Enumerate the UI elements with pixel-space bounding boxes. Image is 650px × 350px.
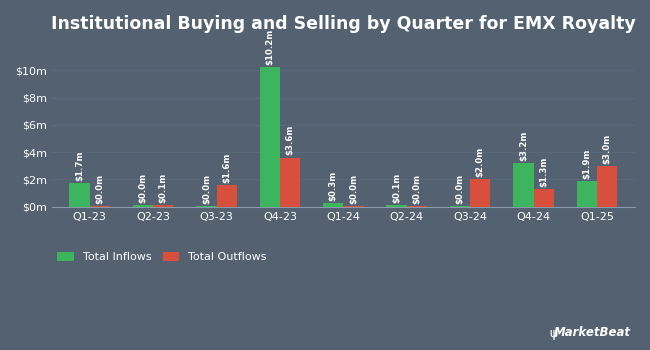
Text: ψ: ψ [549,327,558,340]
Bar [323,203,343,206]
Text: $2.0m: $2.0m [476,147,485,177]
Bar [577,181,597,206]
Text: $0.3m: $0.3m [329,170,338,201]
Text: $1.9m: $1.9m [582,148,592,179]
Text: $0.0m: $0.0m [412,174,421,204]
Bar [216,185,237,206]
Bar [260,68,280,206]
Text: $0.0m: $0.0m [138,173,148,203]
Bar [387,205,407,206]
Bar [470,179,491,206]
Text: $1.6m: $1.6m [222,152,231,183]
Bar [70,183,90,206]
Bar [534,189,554,206]
Bar [597,166,618,206]
Bar [514,163,534,206]
Text: $0.1m: $0.1m [392,173,401,203]
Text: $1.3m: $1.3m [540,156,548,187]
Title: Institutional Buying and Selling by Quarter for EMX Royalty: Institutional Buying and Selling by Quar… [51,15,636,33]
Text: $1.7m: $1.7m [75,151,84,181]
Bar [133,205,153,206]
Text: MarketBeat: MarketBeat [554,327,630,340]
Text: $0.0m: $0.0m [96,174,105,204]
Text: $3.2m: $3.2m [519,131,528,161]
Text: $0.0m: $0.0m [349,174,358,204]
Text: $10.2m: $10.2m [265,29,274,65]
Text: $3.0m: $3.0m [603,133,612,164]
Legend: Total Inflows, Total Outflows: Total Inflows, Total Outflows [57,252,266,262]
Text: $3.6m: $3.6m [285,125,294,155]
Bar [153,205,174,206]
Bar [280,158,300,206]
Text: $0.1m: $0.1m [159,173,168,203]
Text: $0.0m: $0.0m [456,174,465,204]
Text: $0.0m: $0.0m [202,174,211,204]
